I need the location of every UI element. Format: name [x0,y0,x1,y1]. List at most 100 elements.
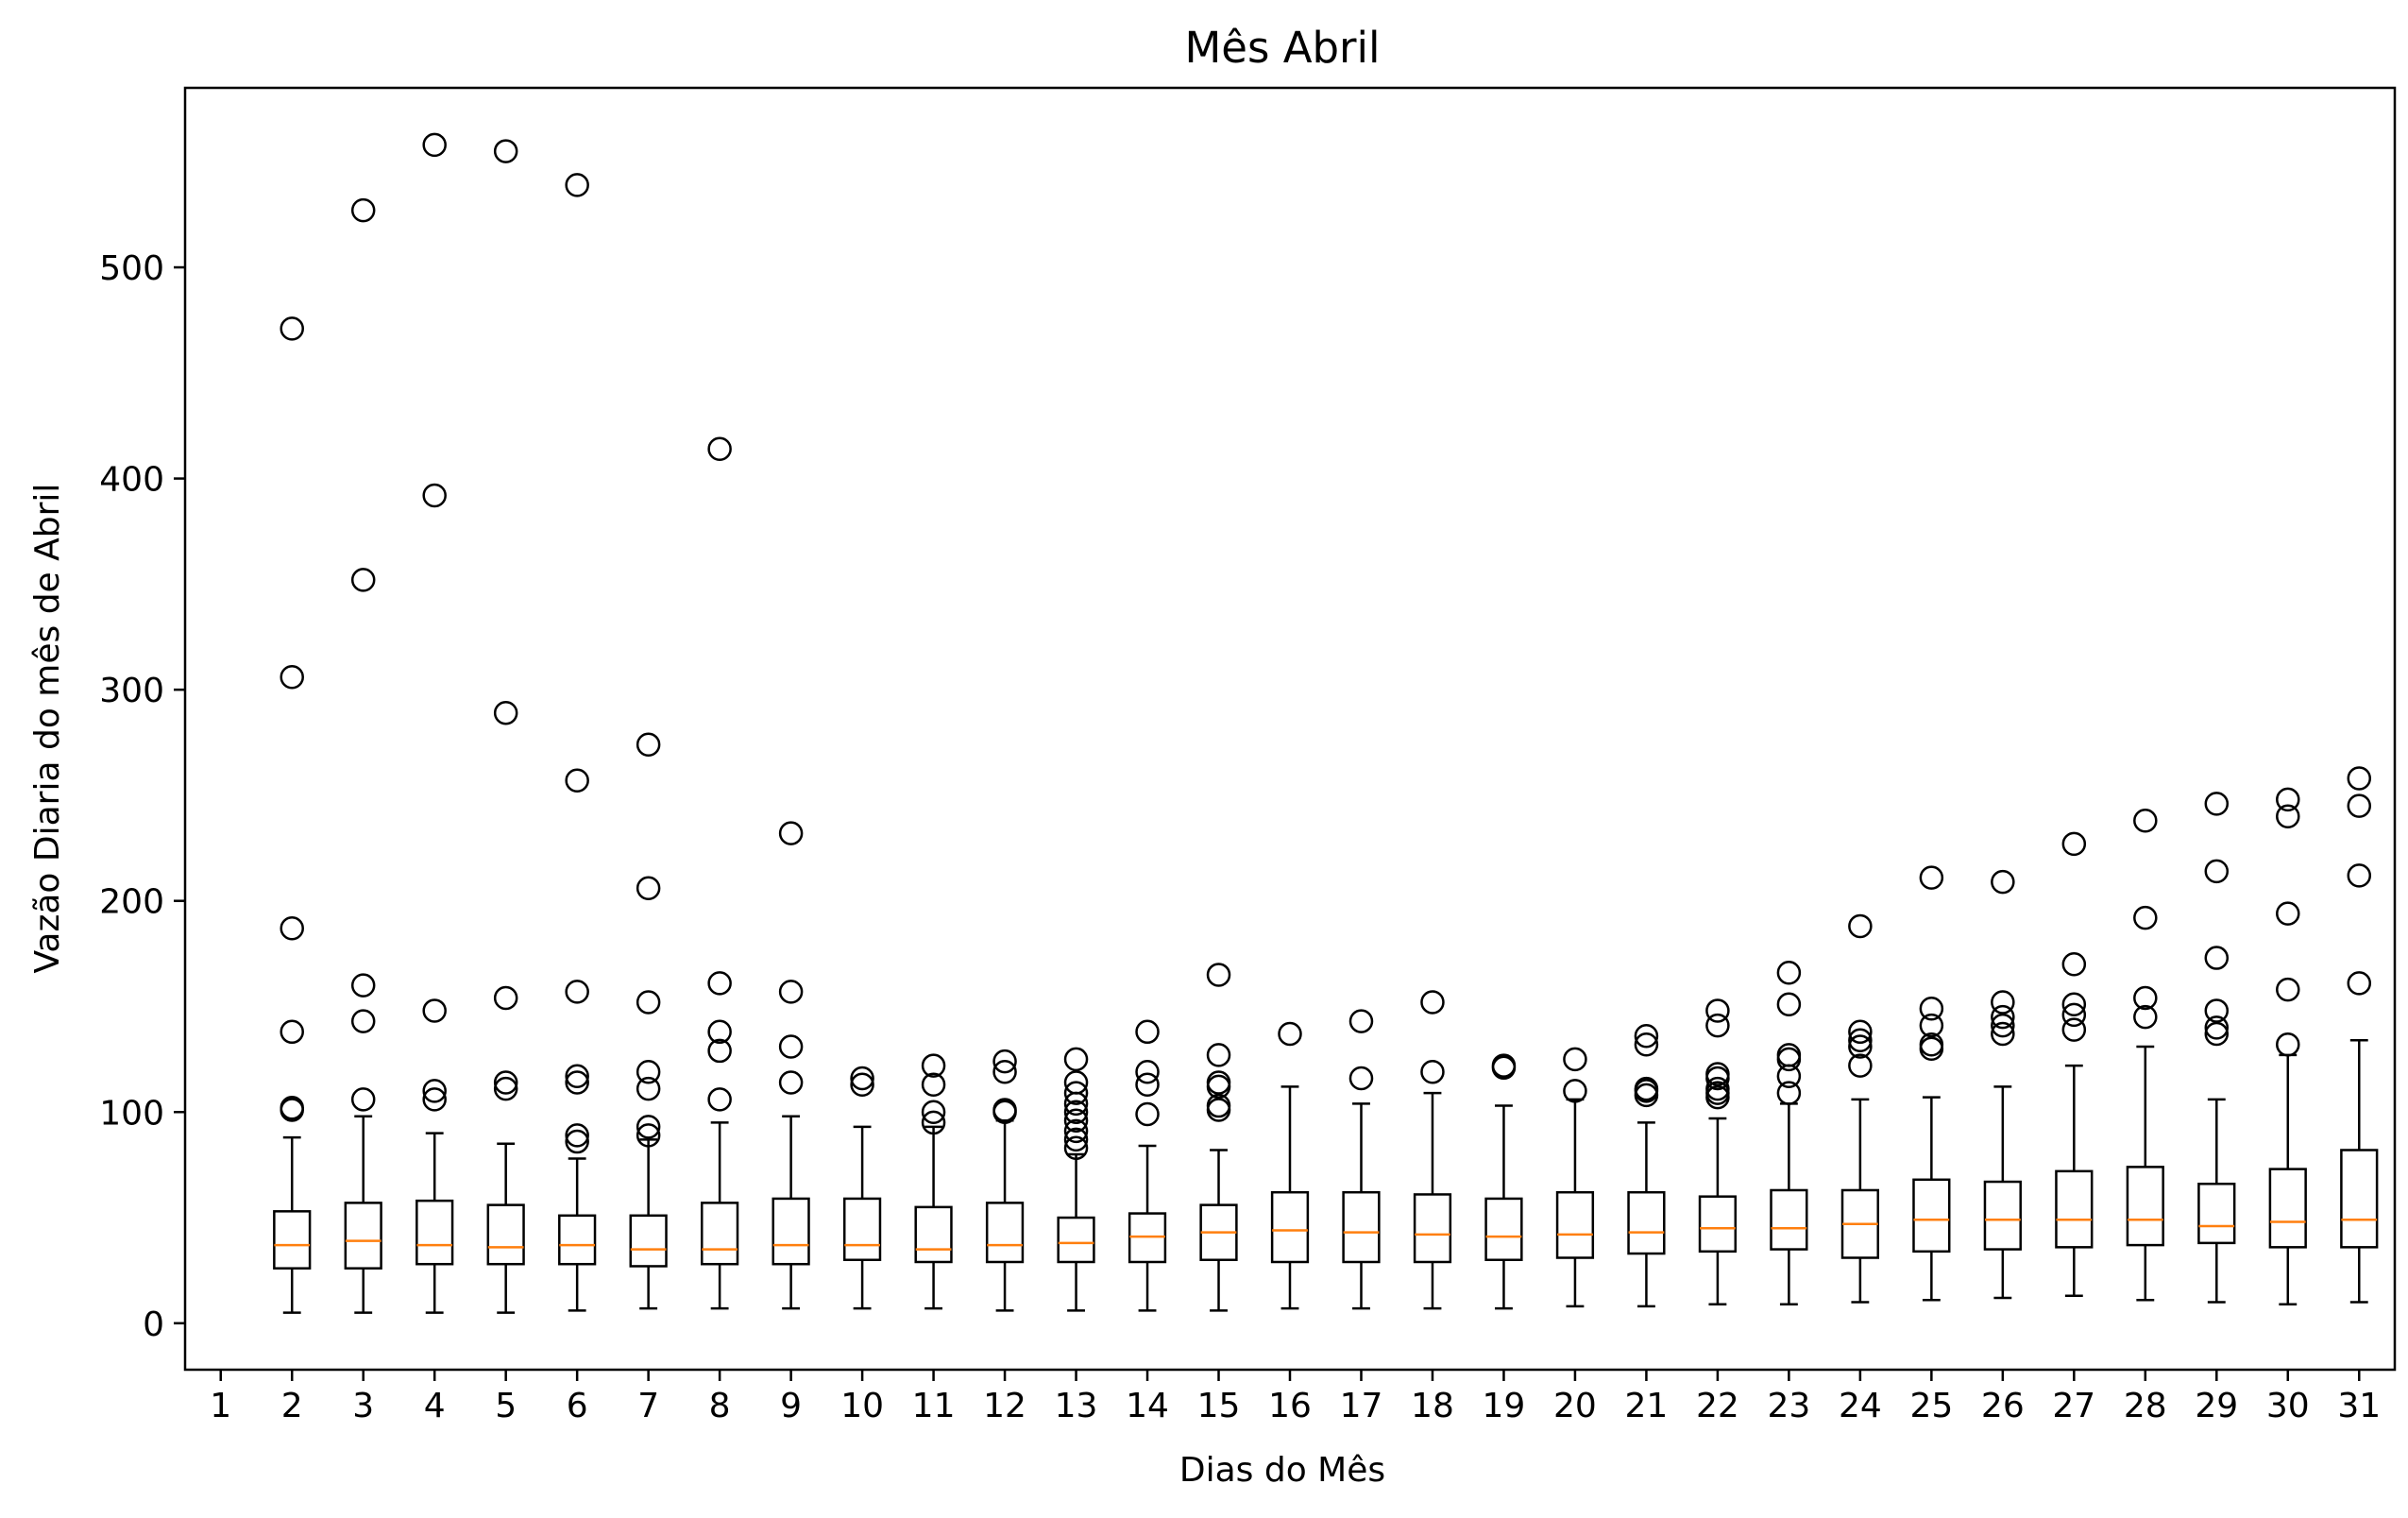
box-day-16 [1270,1021,1310,1310]
outlier-point [493,700,518,725]
outlier-point [1063,1108,1089,1133]
outlier-point [280,316,304,341]
plot-content [273,132,2379,1314]
outlier-point [565,1123,589,1148]
x-tick-label: 29 [2195,1387,2238,1425]
outlier-point [1705,998,1730,1023]
x-tick-label: 1 [210,1387,231,1425]
outlier-point [1776,1081,1802,1105]
outlier-point [2061,952,2087,977]
outlier-point [636,1115,661,1139]
box-day-22 [1698,998,1738,1305]
x-tick-label: 17 [1340,1387,1383,1425]
x-tick-label: 8 [709,1387,731,1425]
outlier-point [921,1072,946,1097]
box-day-20 [1555,1047,1595,1308]
outlier-point [1206,1093,1231,1118]
x-axis-label: Dias do Mês [1179,1451,1385,1490]
outlier-point [992,1098,1017,1122]
outlier-point [1991,1004,2015,1030]
outlier-point [992,1049,1017,1074]
outlier-point [850,1072,874,1097]
outlier-point [1563,1047,1587,1072]
outlier-point [921,1100,946,1125]
outlier-point [921,1110,946,1135]
outlier-point [2061,992,2087,1016]
outlier-point [1063,1047,1089,1072]
x-tick-label: 26 [1981,1387,2025,1425]
box-day-8 [701,436,739,1310]
outlier-point [1348,1009,1374,1033]
outlier-point [2204,998,2230,1023]
x-tick-label: 30 [2266,1387,2310,1425]
iqr-box [344,1202,382,1270]
outlier-point [2347,863,2372,888]
outlier-point [493,139,518,163]
x-tick-label: 2 [281,1387,303,1425]
iqr-box [1555,1190,1595,1259]
x-tick-label: 9 [780,1387,802,1425]
x-tick-label: 22 [1696,1387,1739,1425]
box-day-6 [558,173,597,1312]
outlier-point [2347,971,2372,996]
box-day-4 [415,132,454,1314]
outlier-point [921,1053,946,1078]
box-day-17 [1342,1009,1381,1310]
outlier-point [850,1066,874,1091]
outlier-point [1135,1101,1160,1127]
outlier-point [422,998,447,1023]
outlier-point [1206,1043,1231,1067]
outlier-point [2133,1004,2158,1030]
outlier-point [636,1060,661,1084]
x-tick-label: 4 [424,1387,446,1425]
outlier-point [1919,996,1944,1021]
x-tick-label: 3 [352,1387,374,1425]
outlier-point [280,1019,304,1045]
x-tick-label: 25 [1909,1387,1953,1425]
outlier-point [422,1087,447,1112]
outlier-point [1848,1028,1873,1052]
outlier-point [2133,985,2158,1011]
box-day-26 [1983,869,2022,1300]
box-day-23 [1770,960,1808,1305]
box-day-24 [1840,913,1879,1304]
box-day-31 [2340,766,2379,1304]
outlier-point [1063,1070,1089,1095]
outlier-point [778,821,804,845]
iqr-box [914,1205,953,1264]
x-tick-label: 11 [912,1387,956,1425]
iqr-box [273,1210,312,1270]
y-tick-label: 0 [143,1305,164,1344]
outlier-point [2133,905,2158,930]
iqr-box [2340,1149,2379,1249]
outlier-point [636,732,661,758]
outlier-point [2347,766,2372,791]
y-axis: 0 100 200 300 400 500 [99,249,185,1344]
iqr-box [2055,1169,2094,1249]
outlier-point [778,1070,804,1095]
outlier-point [2061,831,2087,857]
outlier-point [1848,1034,1873,1059]
outlier-point [565,1070,589,1095]
box-day-7 [629,732,668,1310]
outlier-point [1491,1053,1517,1078]
outlier-point [1705,1013,1730,1038]
outlier-point [1135,1060,1160,1084]
x-tick-label: 13 [1055,1387,1098,1425]
outlier-point [1634,1076,1659,1101]
y-tick-label: 400 [99,461,164,500]
x-tick-label: 18 [1411,1387,1454,1425]
iqr-box [629,1214,668,1268]
outlier-point [565,1129,589,1154]
box-day-27 [2055,831,2094,1298]
outlier-point [565,1064,589,1089]
outlier-point [350,973,376,998]
outlier-point [1919,1032,1944,1057]
outlier-point [707,1087,732,1112]
outlier-point [1848,1053,1873,1078]
outlier-point [707,1019,732,1045]
outlier-point [2204,792,2230,816]
outlier-point [2204,1015,2230,1040]
iqr-box [985,1202,1025,1264]
